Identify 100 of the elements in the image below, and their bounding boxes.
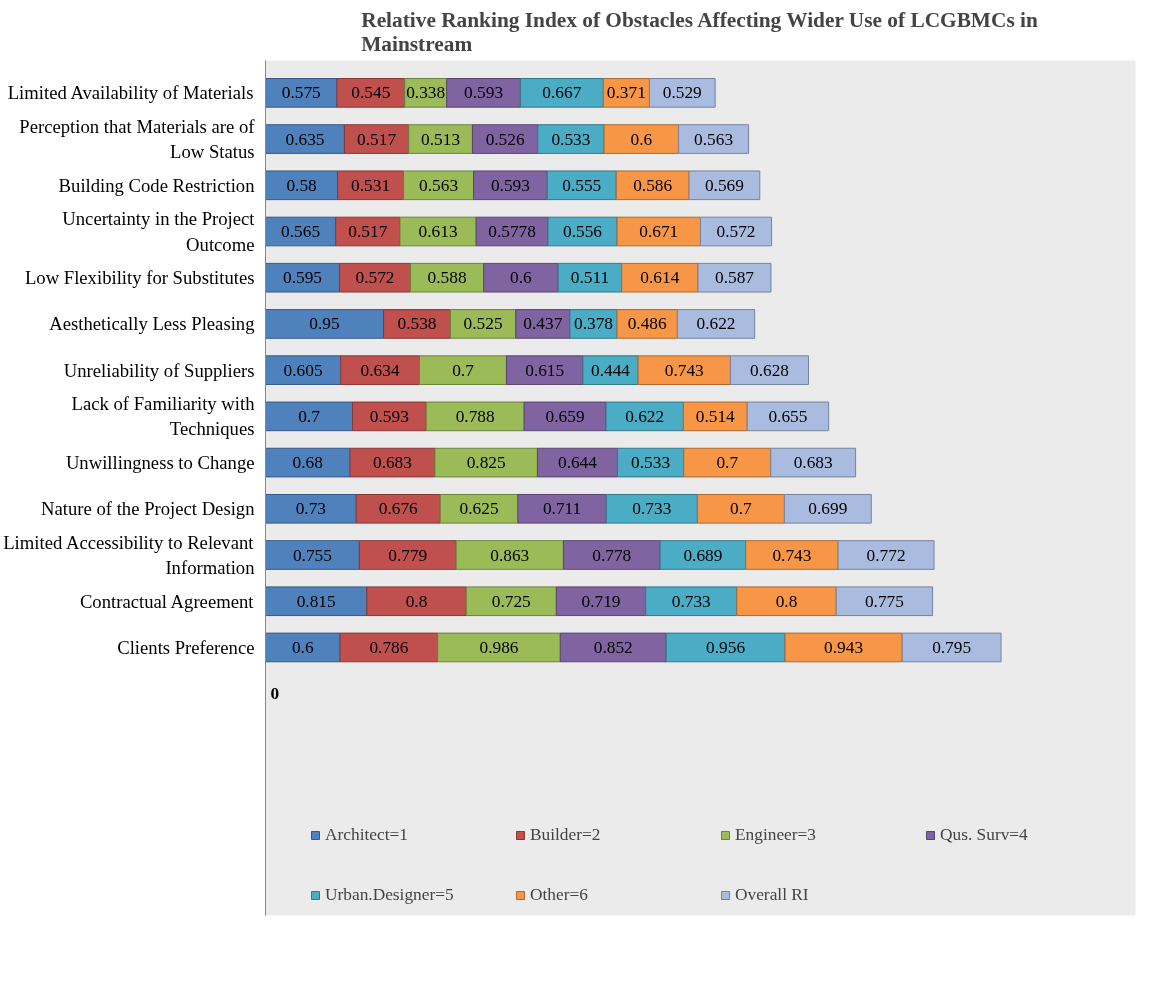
data-label: 0.613 <box>418 222 458 241</box>
bar <box>746 401 830 432</box>
bar <box>605 401 684 432</box>
data-label: 0.986 <box>479 637 519 657</box>
data-label: 0.556 <box>563 222 603 241</box>
data-label: 0.565 <box>281 222 321 241</box>
data-label: 0.513 <box>421 129 461 149</box>
bar <box>729 355 809 385</box>
data-label: 0.655 <box>768 406 808 426</box>
bar <box>682 401 748 432</box>
bar <box>340 355 420 385</box>
data-label: 0.5778 <box>488 222 536 241</box>
data-label: 0.569 <box>704 175 744 195</box>
y-tick-label: Unwillingness to Change <box>65 452 255 474</box>
data-label: 0.58 <box>286 175 317 195</box>
bar <box>439 493 519 524</box>
bar <box>837 540 935 570</box>
data-label: 0.788 <box>455 406 495 426</box>
data-label: 0.517 <box>357 129 397 149</box>
bar <box>338 262 412 293</box>
data-label: 0.525 <box>463 314 503 334</box>
data-label: 0.563 <box>419 175 459 195</box>
data-label: 0.622 <box>625 406 665 426</box>
bar <box>678 124 750 154</box>
y-tick-label: Lack of Familiarity with Techniques <box>71 393 256 440</box>
legend-label: Other=6 <box>530 885 589 905</box>
y-tick-label: Unreliability of Suppliers <box>63 359 255 381</box>
bar <box>265 124 345 154</box>
bar <box>835 586 934 617</box>
bar <box>621 262 699 293</box>
data-label: 0.338 <box>406 83 446 103</box>
bar <box>418 355 507 385</box>
bar <box>645 586 738 617</box>
bar <box>265 447 351 478</box>
data-label: 0.755 <box>292 545 332 565</box>
data-label: 0.6 <box>510 268 533 288</box>
bar <box>352 401 427 432</box>
data-label: 0.815 <box>296 591 336 611</box>
data-label: 0.95 <box>309 314 340 334</box>
bar <box>505 355 584 385</box>
bar <box>683 447 772 478</box>
data-label: 0.595 <box>282 268 322 288</box>
bar <box>665 632 786 663</box>
data-label: 0.73 <box>295 499 327 519</box>
data-label: 0.7 <box>452 360 475 380</box>
bar <box>265 309 385 339</box>
data-label: 0.514 <box>695 406 736 426</box>
bar <box>546 170 617 201</box>
data-label: 0.575 <box>281 83 321 103</box>
bar <box>603 124 680 154</box>
data-label: 0.644 <box>557 453 598 473</box>
data-label: 0.671 <box>639 222 679 241</box>
bar <box>465 586 557 617</box>
data-label: 0.572 <box>716 222 756 241</box>
bar <box>745 540 839 570</box>
bar <box>555 586 647 617</box>
data-label: 0.778 <box>592 545 632 565</box>
data-label: 0.529 <box>662 83 702 103</box>
bar <box>265 401 353 432</box>
data-label: 0.659 <box>545 406 585 426</box>
bar <box>783 493 872 524</box>
bar <box>688 170 761 201</box>
data-label: 0.586 <box>633 175 673 195</box>
data-label: 0.511 <box>570 268 610 288</box>
data-label: 0.545 <box>351 83 391 103</box>
bar <box>434 447 538 478</box>
bar <box>265 632 341 663</box>
bar <box>355 493 441 524</box>
bar <box>659 540 747 570</box>
data-label: 0.635 <box>285 129 325 149</box>
data-label: 0.588 <box>427 268 467 288</box>
bar <box>901 632 1002 663</box>
bar <box>736 586 837 617</box>
data-label: 0.68 <box>292 453 323 473</box>
data-label: 0.863 <box>490 545 530 565</box>
data-label: 0.667 <box>542 83 582 103</box>
data-label: 0.7 <box>298 406 321 426</box>
data-label: 0.533 <box>631 453 671 473</box>
data-label: 0.593 <box>369 406 409 426</box>
data-label: 0.614 <box>640 268 680 288</box>
y-tick-label: Low Flexibility for Substitutes <box>24 267 255 289</box>
data-label: 0.956 <box>706 637 746 657</box>
bar <box>446 78 521 108</box>
data-label: 0.615 <box>525 360 565 380</box>
y-tick-label: Nature of the Project Design <box>41 498 256 520</box>
bar <box>784 632 903 663</box>
bar <box>437 632 561 663</box>
data-label: 0.628 <box>749 360 789 380</box>
bar <box>366 586 467 617</box>
bar <box>265 586 368 617</box>
data-label: 0.563 <box>694 129 734 149</box>
data-label: 0.486 <box>627 314 668 334</box>
data-label: 0.593 <box>464 83 504 103</box>
chart-title: Relative Ranking Index of Obstacles Affecting Wider Use of LCGBMCs in Mainstream <box>361 7 1038 56</box>
data-label: 0.555 <box>562 175 602 195</box>
data-label: 0.8 <box>405 591 428 611</box>
bar <box>523 401 607 432</box>
data-label: 0.743 <box>772 545 812 565</box>
text: 0 <box>270 684 280 704</box>
data-label: 0.699 <box>808 499 848 519</box>
